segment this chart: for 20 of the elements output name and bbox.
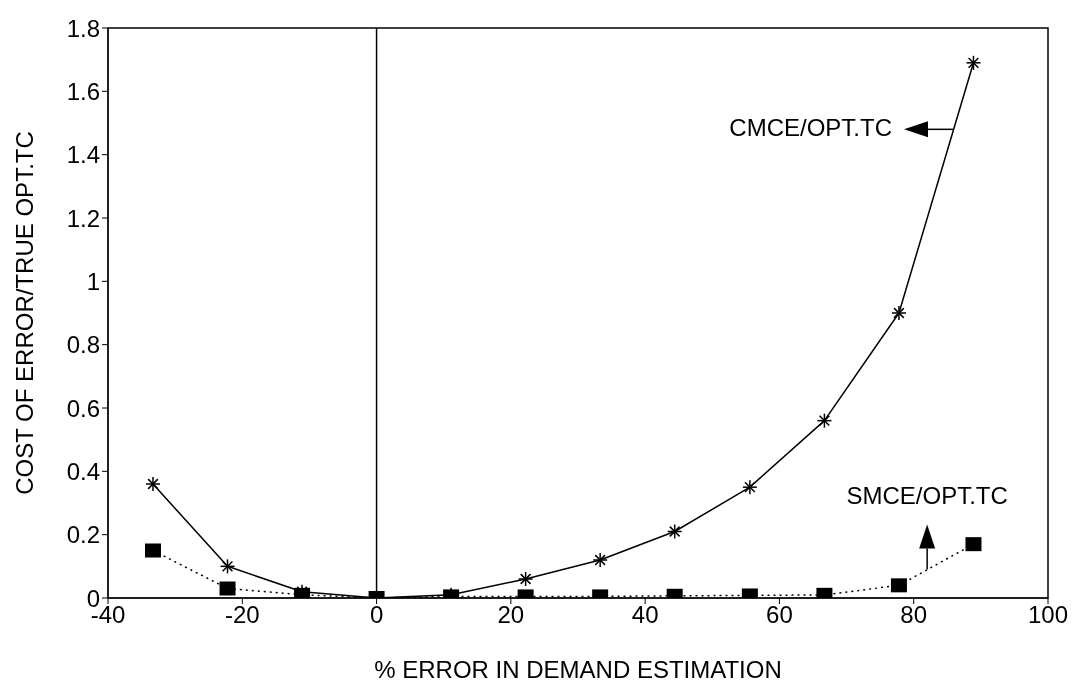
y-tick-label: 1.2: [66, 204, 100, 232]
annotation: SMCE/OPT.TC: [846, 481, 1008, 509]
y-tick-label: 0.2: [66, 521, 100, 549]
x-tick-label: 100: [1027, 601, 1069, 629]
y-tick-label: 0.4: [66, 457, 100, 485]
x-tick-label: 60: [766, 601, 793, 629]
x-tick-label: 0: [369, 601, 384, 629]
x-tick-label: -20: [224, 601, 260, 629]
x-tick-label: 80: [900, 601, 928, 629]
y-tick-label: 1: [86, 267, 100, 295]
y-tick-label: 1.4: [66, 141, 100, 169]
annotation: CMCE/OPT.TC: [729, 113, 892, 141]
y-tick-label: 1.8: [66, 14, 100, 42]
x-tick-label: 40: [631, 601, 659, 629]
y-tick-label: 0.8: [66, 331, 100, 359]
y-tick-label: 0.6: [66, 394, 100, 422]
x-tick-label: 20: [497, 601, 525, 629]
y-axis-title: COST OF ERROR/TRUE OPT.TC: [10, 131, 38, 495]
x-axis-title: % ERROR IN DEMAND ESTIMATION: [374, 656, 782, 683]
y-tick-label: 1.6: [66, 77, 100, 105]
